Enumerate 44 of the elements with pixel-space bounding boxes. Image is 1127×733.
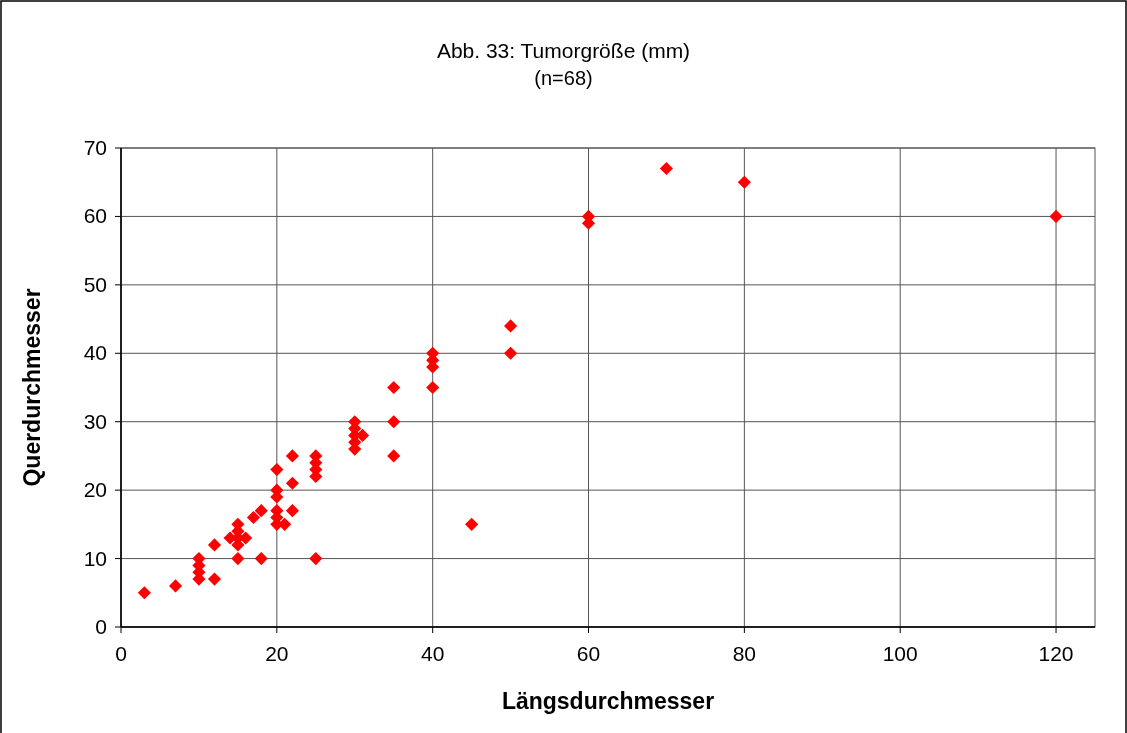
x-tick-label: 80 <box>732 642 757 665</box>
point <box>504 346 518 360</box>
point <box>207 538 222 552</box>
point <box>246 510 261 525</box>
point <box>285 449 299 463</box>
point <box>659 161 674 176</box>
x-axis-title: Längsdurchmesser <box>501 688 715 714</box>
y-tick-label: 70 <box>83 136 107 159</box>
y-tick-label: 40 <box>83 341 107 365</box>
y-tick-label: 0 <box>95 615 107 638</box>
y-tick-label: 50 <box>83 272 107 296</box>
x-tick-label: 120 <box>1038 642 1074 665</box>
chart-subtitle: (n=68) <box>534 67 593 89</box>
y-tick-label: 30 <box>83 409 107 433</box>
point <box>465 517 479 531</box>
point <box>231 552 245 566</box>
point <box>737 175 751 189</box>
point <box>254 552 268 566</box>
x-tick-label: 20 <box>265 642 289 665</box>
point <box>207 572 222 586</box>
y-tick-label: 10 <box>83 546 107 570</box>
point <box>239 531 253 545</box>
point <box>168 579 183 593</box>
point <box>387 449 401 463</box>
point <box>1049 209 1063 223</box>
point <box>278 517 292 531</box>
x-tick-label: 40 <box>421 642 445 665</box>
x-tick-label: 100 <box>882 642 918 665</box>
point <box>387 380 401 395</box>
point <box>254 504 268 518</box>
point <box>137 586 151 600</box>
point <box>270 463 284 477</box>
point <box>387 415 401 429</box>
x-tick-label: 0 <box>115 642 127 665</box>
y-tick-label: 60 <box>83 204 107 228</box>
y-axis-title: Querdurchmesser <box>19 288 45 487</box>
point <box>426 380 440 395</box>
y-tick-label: 20 <box>83 478 107 502</box>
chart-title: Abb. 33: Tumorgröße (mm) <box>436 39 691 62</box>
point <box>309 552 323 566</box>
point <box>285 476 299 490</box>
point <box>504 319 518 333</box>
x-tick-label: 60 <box>576 642 601 665</box>
point <box>285 504 299 518</box>
